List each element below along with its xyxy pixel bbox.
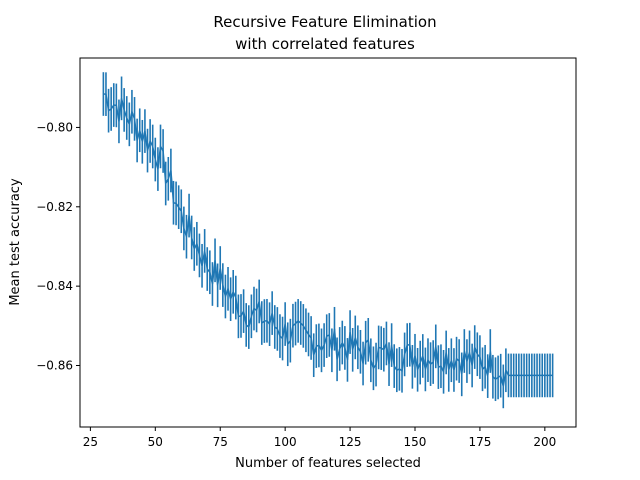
x-tick-label: 125: [339, 435, 362, 449]
mean-accuracy-line: [103, 93, 553, 387]
plot-area: [80, 58, 576, 427]
x-tick-label: 100: [274, 435, 297, 449]
y-tick-label: −0.84: [36, 279, 73, 293]
chart-title-line1: Recursive Feature Elimination: [213, 13, 436, 31]
y-tick-label: −0.86: [36, 359, 73, 373]
series-layer: [102, 72, 554, 409]
x-tick-label: 175: [468, 435, 491, 449]
x-tick-label: 25: [83, 435, 98, 449]
plot-frame: [79, 57, 577, 428]
y-tick-label: −0.80: [36, 120, 73, 134]
x-tick-label: 150: [404, 435, 427, 449]
x-ticks: 25 50 75 100 125 150 175 200: [83, 427, 556, 449]
y-axis-label: Mean test accuracy: [8, 178, 23, 306]
x-tick-label: 75: [213, 435, 228, 449]
chart-title-line2: with correlated features: [235, 35, 415, 53]
y-tick-label: −0.82: [36, 200, 73, 214]
x-tick-label: 50: [148, 435, 163, 449]
x-tick-label: 200: [533, 435, 556, 449]
y-ticks: −0.80 −0.82 −0.84 −0.86: [36, 120, 80, 373]
x-axis-label: Number of features selected: [235, 456, 421, 471]
